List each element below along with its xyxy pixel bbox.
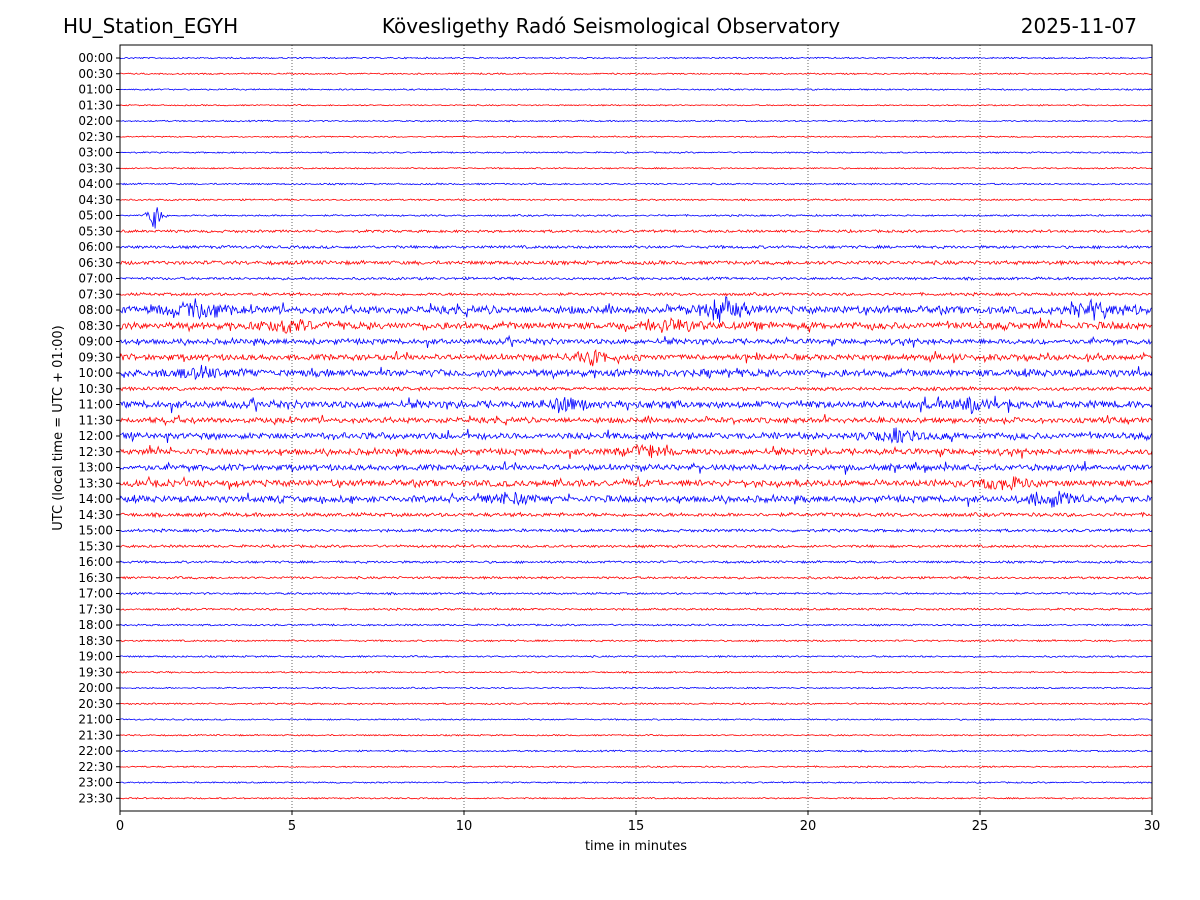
y-tick-label: 23:30 bbox=[78, 791, 113, 805]
y-tick-label: 11:30 bbox=[78, 413, 113, 427]
y-tick-label: 19:00 bbox=[78, 650, 113, 664]
trace-0230 bbox=[119, 135, 1153, 138]
y-tick-label: 16:00 bbox=[78, 555, 113, 569]
y-tick-label: 12:00 bbox=[78, 429, 113, 443]
y-tick-label: 04:00 bbox=[78, 177, 113, 191]
trace-0900 bbox=[119, 334, 1153, 349]
y-tick-label: 06:00 bbox=[78, 240, 113, 254]
y-tick-label: 23:00 bbox=[78, 776, 113, 790]
y-tick-label: 12:30 bbox=[78, 445, 113, 459]
y-tick-label: 22:30 bbox=[78, 760, 113, 774]
y-tick-label: 13:30 bbox=[78, 476, 113, 490]
trace-0030 bbox=[119, 72, 1153, 76]
y-tick-label: 21:00 bbox=[78, 713, 113, 727]
trace-1830 bbox=[119, 639, 1153, 643]
x-tick-label: 0 bbox=[116, 819, 124, 834]
trace-1600 bbox=[119, 559, 1153, 565]
trace-0600 bbox=[119, 244, 1153, 250]
y-tick-label: 10:30 bbox=[78, 382, 113, 396]
trace-1900 bbox=[119, 654, 1153, 659]
trace-1130 bbox=[119, 414, 1153, 427]
x-tick-label: 15 bbox=[628, 819, 645, 834]
y-tick-label: 06:30 bbox=[78, 256, 113, 270]
y-tick-label: 08:30 bbox=[78, 319, 113, 333]
y-tick-label: 00:30 bbox=[78, 67, 113, 81]
trace-0300 bbox=[119, 151, 1153, 154]
trace-0800 bbox=[119, 296, 1153, 323]
trace-1530 bbox=[119, 543, 1153, 549]
y-tick-label: 05:30 bbox=[78, 224, 113, 238]
y-tick-label: 13:00 bbox=[78, 461, 113, 475]
trace-1500 bbox=[119, 527, 1153, 533]
trace-0430 bbox=[119, 198, 1153, 202]
y-tick-label: 10:00 bbox=[78, 366, 113, 380]
y-tick-label: 20:30 bbox=[78, 697, 113, 711]
y-tick-label: 03:30 bbox=[78, 161, 113, 175]
x-tick-label: 10 bbox=[456, 819, 473, 834]
y-tick-label: 15:30 bbox=[78, 539, 113, 553]
grid-layer bbox=[291, 45, 981, 811]
y-tick-label: 01:00 bbox=[78, 83, 113, 97]
y-tick-label: 19:30 bbox=[78, 665, 113, 679]
y-tick-label: 20:00 bbox=[78, 681, 113, 695]
trace-2230 bbox=[119, 765, 1153, 769]
y-tick-label: 03:00 bbox=[78, 146, 113, 160]
y-tick-label: 02:30 bbox=[78, 130, 113, 144]
y-tick-label: 14:00 bbox=[78, 492, 113, 506]
y-tick-label: 01:30 bbox=[78, 98, 113, 112]
y-tick-label: 18:30 bbox=[78, 634, 113, 648]
x-axis: 0 5 10 15 20 25 30 bbox=[116, 811, 1160, 834]
trace-0730 bbox=[119, 291, 1153, 297]
date-label: 2025-11-07 bbox=[1020, 14, 1137, 38]
y-tick-label: 15:00 bbox=[78, 524, 113, 538]
y-tick-label: 09:00 bbox=[78, 335, 113, 349]
trace-2030 bbox=[119, 702, 1153, 706]
y-tick-label: 22:00 bbox=[78, 744, 113, 758]
x-tick-label: 25 bbox=[972, 819, 989, 834]
y-tick-label: 14:30 bbox=[78, 508, 113, 522]
y-tick-label: 04:30 bbox=[78, 193, 113, 207]
trace-1230 bbox=[119, 443, 1153, 459]
trace-1630 bbox=[119, 575, 1153, 580]
y-tick-label: 07:00 bbox=[78, 272, 113, 286]
y-tick-label: 16:30 bbox=[78, 571, 113, 585]
trace-1430 bbox=[119, 511, 1153, 519]
y-tick-label: 17:00 bbox=[78, 587, 113, 601]
station-label: HU_Station_EGYH bbox=[63, 14, 239, 38]
chart-title: Kövesligethy Radó Seismological Observat… bbox=[381, 14, 841, 38]
trace-0100 bbox=[119, 88, 1153, 91]
y-tick-label: 07:30 bbox=[78, 287, 113, 301]
trace-2300 bbox=[119, 781, 1153, 784]
x-tick-label: 20 bbox=[800, 819, 817, 834]
trace-1100 bbox=[119, 395, 1153, 415]
y-axis-label: UTC (local time = UTC + 01:00) bbox=[51, 325, 66, 530]
trace-1200 bbox=[119, 427, 1153, 444]
trace-1000 bbox=[119, 364, 1153, 381]
y-tick-label: 21:30 bbox=[78, 728, 113, 742]
x-tick-label: 5 bbox=[288, 819, 296, 834]
y-tick-label: 02:00 bbox=[78, 114, 113, 128]
trace-1300 bbox=[119, 461, 1153, 475]
y-tick-label: 09:30 bbox=[78, 350, 113, 364]
y-tick-label: 05:00 bbox=[78, 209, 113, 223]
trace-0630 bbox=[119, 259, 1153, 267]
y-tick-label: 17:30 bbox=[78, 602, 113, 616]
y-tick-label: 08:00 bbox=[78, 303, 113, 317]
trace-1030 bbox=[119, 385, 1153, 392]
trace-0930 bbox=[119, 349, 1153, 367]
y-tick-label: 00:00 bbox=[78, 51, 113, 65]
x-axis-label: time in minutes bbox=[585, 839, 687, 854]
trace-1400 bbox=[119, 490, 1153, 508]
x-tick-label: 30 bbox=[1144, 819, 1161, 834]
y-tick-label: 18:00 bbox=[78, 618, 113, 632]
y-tick-label: 11:00 bbox=[78, 398, 113, 412]
